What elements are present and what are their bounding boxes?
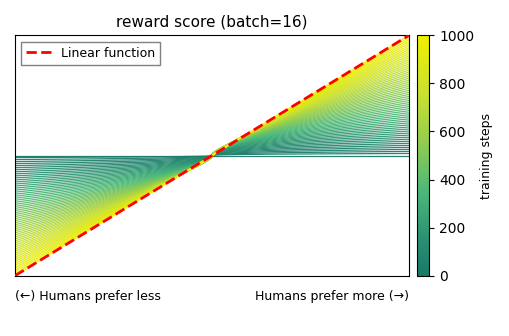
- Text: (←) Humans prefer less: (←) Humans prefer less: [15, 290, 160, 303]
- Legend: Linear function: Linear function: [21, 42, 160, 65]
- Title: reward score (batch=16): reward score (batch=16): [116, 15, 307, 30]
- Y-axis label: training steps: training steps: [479, 113, 492, 199]
- Text: Humans prefer more (→): Humans prefer more (→): [254, 290, 408, 303]
